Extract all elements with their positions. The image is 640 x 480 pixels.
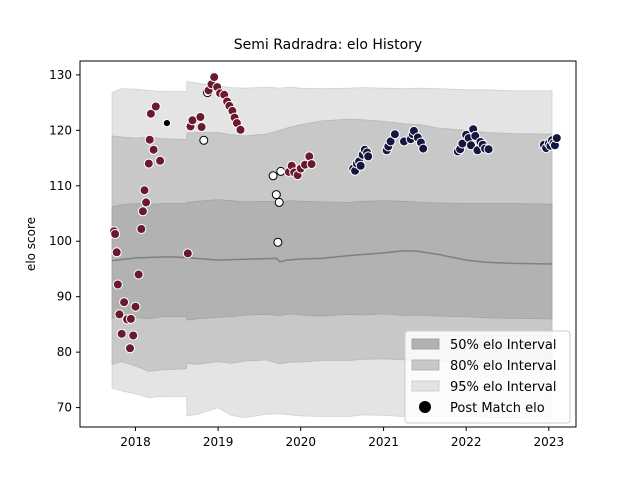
- x-tick-label: 2023: [534, 435, 565, 449]
- plot-frame: [79, 60, 577, 428]
- post-match-point: [162, 119, 171, 128]
- legend-swatch-80: [411, 359, 440, 371]
- post-match-point: [466, 140, 476, 151]
- post-match-point: [483, 144, 494, 155]
- legend-label-80: 80% elo Interval: [450, 359, 557, 374]
- y-axis-label: elo score: [24, 217, 38, 271]
- axes: 2018 2019 2020 2021 2022 2023 70 80 90 100 110 120 1…: [49, 60, 577, 449]
- legend-frame: [404, 330, 571, 424]
- legend-marker-post-match: [419, 401, 431, 413]
- post-match-point: [389, 129, 400, 140]
- legend: 50% elo Interval 80% elo Interval 95% el…: [404, 330, 571, 424]
- y-tick-label: 130: [49, 68, 72, 82]
- post-match-point: [195, 112, 206, 122]
- post-match-point: [111, 247, 122, 258]
- y-tick-label: 100: [49, 234, 72, 248]
- post-match-point: [125, 313, 136, 324]
- post-match-point: [551, 133, 562, 144]
- x-tick-label: 2022: [451, 435, 482, 449]
- post-match-point: [235, 124, 246, 135]
- post-match-point: [137, 206, 148, 217]
- post-match-point: [119, 297, 130, 308]
- post-match-point: [355, 160, 366, 171]
- post-match-point: [150, 101, 161, 112]
- post-match-point: [125, 343, 135, 354]
- post-match-point: [128, 330, 139, 341]
- post-match-point: [136, 224, 147, 234]
- y-tick-label: 110: [49, 179, 72, 193]
- post-match-point: [209, 72, 220, 83]
- post-match-point: [196, 122, 207, 132]
- legend-label-95: 95% elo Interval: [450, 380, 557, 395]
- post-match-point: [273, 237, 283, 247]
- post-match-point: [116, 328, 127, 339]
- post-match-point: [276, 166, 286, 176]
- chart-title: Semi Radradra: elo History: [234, 37, 422, 53]
- post-match-point: [112, 279, 123, 290]
- x-tick-label: 2018: [120, 435, 151, 449]
- legend-label-50: 50% elo Interval: [450, 338, 557, 353]
- legend-label-post-match: Post Match elo: [450, 401, 545, 416]
- post-match-point: [130, 301, 141, 312]
- post-match-point: [148, 144, 159, 155]
- post-match-point: [110, 229, 121, 239]
- post-match-point: [418, 143, 429, 154]
- post-match-point: [274, 197, 284, 207]
- x-tick-label: 2019: [203, 435, 234, 449]
- post-match-point: [139, 185, 150, 196]
- post-match-point: [144, 134, 155, 145]
- x-tick-label: 2020: [285, 435, 316, 449]
- post-match-point: [199, 135, 209, 145]
- x-tick-label: 2021: [368, 435, 399, 449]
- post-match-point: [271, 190, 281, 200]
- y-tick-label: 70: [57, 401, 72, 415]
- post-match-point: [145, 108, 156, 119]
- post-match-point: [143, 158, 154, 169]
- post-match-point: [155, 155, 166, 166]
- legend-swatch-95: [411, 380, 440, 392]
- post-match-point: [182, 248, 193, 259]
- post-match-point: [141, 197, 152, 208]
- y-tick-label: 90: [57, 290, 72, 304]
- post-match-point: [268, 171, 278, 181]
- legend-swatch-50: [411, 338, 440, 350]
- post-match-point: [133, 269, 144, 280]
- y-tick-label: 120: [49, 123, 72, 137]
- y-tick-label: 80: [57, 345, 72, 359]
- median-elo-line: [112, 249, 553, 265]
- post-match-point: [306, 159, 317, 170]
- band-50: [111, 199, 553, 321]
- post-match-point: [114, 309, 125, 320]
- post-match-point: [363, 151, 374, 162]
- post-match-point: [385, 136, 396, 147]
